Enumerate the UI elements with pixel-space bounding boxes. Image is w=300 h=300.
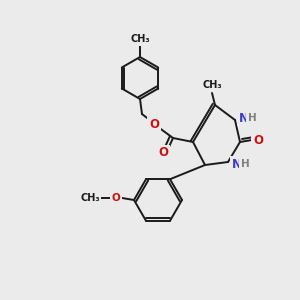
Text: N: N (239, 112, 249, 124)
Text: O: O (253, 134, 263, 146)
Text: CH₃: CH₃ (202, 80, 222, 90)
Text: H: H (241, 159, 249, 169)
Text: N: N (232, 158, 242, 170)
Text: CH₃: CH₃ (80, 193, 100, 203)
Text: O: O (149, 118, 159, 130)
Text: CH₃: CH₃ (130, 34, 150, 44)
Text: O: O (112, 193, 120, 203)
Text: O: O (158, 146, 168, 160)
Text: H: H (248, 113, 256, 123)
